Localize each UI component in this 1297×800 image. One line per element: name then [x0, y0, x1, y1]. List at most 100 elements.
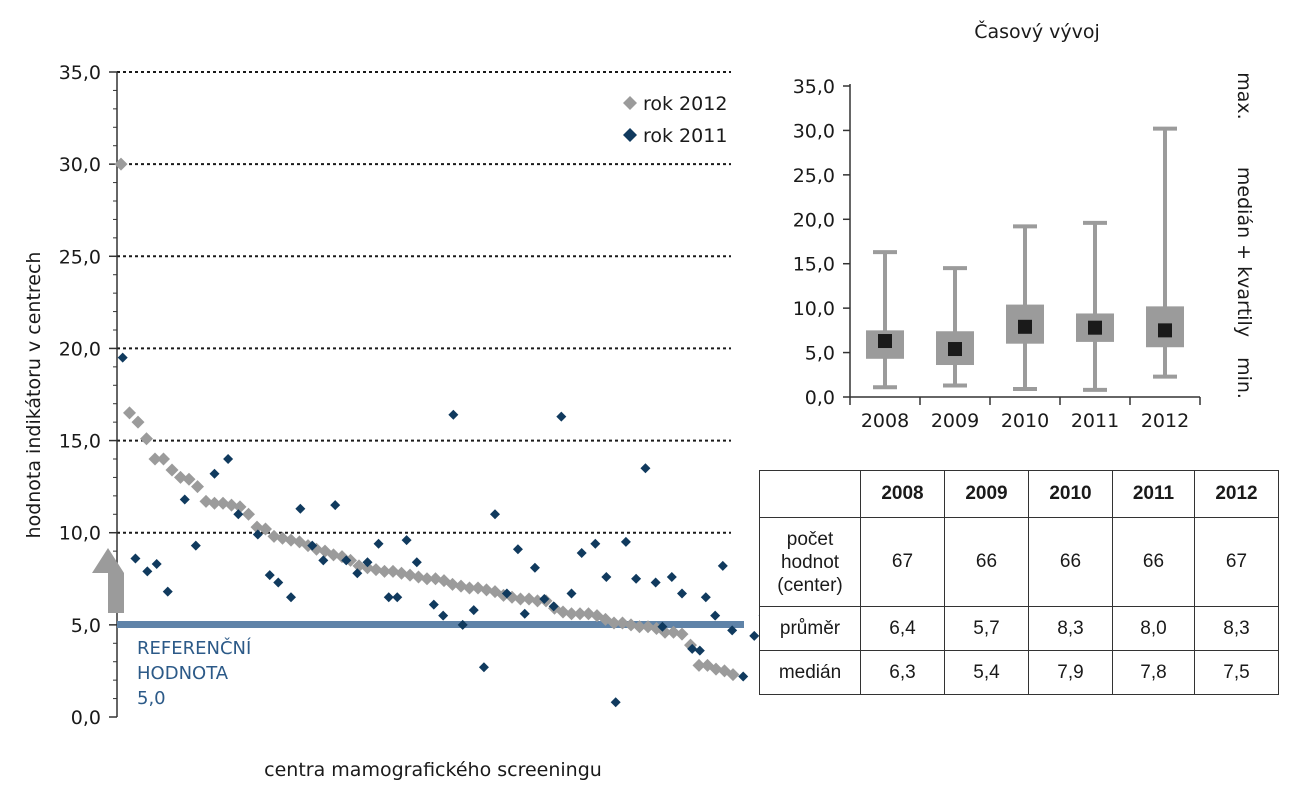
cell-mean-2010: 8,3 [1028, 606, 1113, 651]
row-label-count: počet hodnot (center) [759, 517, 861, 607]
point-2011 [307, 540, 318, 551]
point-2012 [692, 658, 706, 672]
table-header-2008: 2008 [860, 470, 945, 518]
cell-median-2012: 7,5 [1193, 650, 1280, 695]
point-2011 [383, 592, 394, 603]
point-2012 [403, 568, 417, 582]
boxplot-title: Časový vývoj [974, 19, 1100, 43]
point-2011 [687, 643, 698, 654]
boxplot-x-tick-label: 2010 [1001, 410, 1049, 432]
point-2011 [362, 557, 373, 568]
point-2012 [514, 592, 527, 606]
table-header-2010: 2010 [1028, 470, 1113, 518]
point-2011 [448, 409, 459, 420]
point-2012 [216, 496, 230, 510]
point-2011 [392, 592, 403, 603]
point-2012 [471, 581, 485, 595]
point-2011 [666, 571, 677, 582]
point-2011 [117, 352, 128, 363]
right-label-max: max. [1233, 72, 1255, 119]
legend-marker-2012 [623, 96, 637, 110]
point-2011 [657, 621, 668, 632]
point-2011 [428, 599, 439, 610]
boxplot-y-tick-label: 15,0 [793, 254, 835, 276]
point-2012 [395, 566, 408, 580]
boxplot-x-tick-label: 2009 [931, 410, 979, 432]
median-marker [878, 334, 892, 349]
point-2012 [607, 616, 621, 630]
point-2011 [610, 697, 621, 708]
point-2011 [151, 559, 162, 570]
point-2012 [123, 406, 136, 420]
point-2012 [446, 577, 459, 591]
box-2011 [1076, 220, 1114, 392]
point-2012 [267, 529, 281, 543]
point-2011 [264, 570, 275, 581]
boxplot-x-tick-label: 2011 [1071, 410, 1119, 432]
boxplot-boxes [866, 126, 1184, 392]
reference-label-line-2: HODNOTA [137, 663, 229, 684]
y-tick-label: 35,0 [59, 62, 101, 84]
legend-label-2012: rok 2012 [643, 93, 727, 115]
point-2011 [478, 662, 489, 673]
point-2011 [373, 538, 384, 549]
point-2012 [675, 627, 689, 641]
point-2011 [190, 540, 201, 551]
point-2011 [694, 645, 705, 656]
point-2011 [162, 586, 173, 597]
point-2011 [401, 535, 412, 546]
reference-arrow [92, 548, 124, 613]
point-2011 [710, 610, 721, 621]
point-2012 [165, 463, 179, 477]
cell-median-2011: 7,8 [1112, 650, 1195, 695]
point-2011 [576, 547, 587, 558]
point-2012 [114, 157, 128, 171]
point-2011 [590, 538, 601, 549]
y-tick-label: 20,0 [59, 338, 101, 360]
point-2012 [565, 607, 578, 621]
point-2011 [330, 500, 341, 511]
point-2011 [677, 588, 687, 599]
boxplot-y-tick-label: 25,0 [793, 165, 835, 187]
point-2011 [142, 566, 153, 577]
point-2011 [548, 601, 559, 612]
y-tick-label: 30,0 [59, 154, 101, 176]
point-2012 [709, 662, 723, 676]
point-2011 [556, 411, 567, 422]
point-2011 [631, 573, 642, 584]
point-2012 [182, 472, 196, 486]
median-marker [948, 342, 962, 357]
point-2012 [233, 500, 247, 514]
reference-label-line-1: REFERENČNÍ [137, 637, 251, 659]
point-2012 [633, 620, 646, 634]
point-2012 [250, 520, 264, 534]
box-2008 [866, 250, 904, 390]
point-2011 [601, 571, 612, 582]
point-2012 [140, 432, 153, 446]
point-2011 [620, 536, 631, 547]
point-2012 [191, 480, 204, 494]
legend-label-2011: rok 2011 [643, 125, 727, 147]
point-2012 [573, 607, 587, 621]
point-2011 [179, 494, 190, 505]
point-2012 [148, 452, 162, 466]
boxplot-y-tick-label: 20,0 [793, 209, 835, 231]
point-2011 [640, 463, 651, 474]
point-2011 [700, 592, 711, 603]
boxplot-y-tick-label: 35,0 [793, 76, 835, 98]
point-2012 [378, 564, 391, 578]
point-2012 [386, 564, 400, 578]
cell-count-2012: 67 [1193, 517, 1280, 607]
time-trend-boxplot: Časový vývoj 0,0 5,0 10,0 15,0 20,0 25,0 30,0 3… [793, 19, 1255, 432]
point-2012 [276, 531, 289, 545]
series-2012-points [114, 157, 740, 682]
box-2010 [1006, 224, 1044, 392]
point-2011 [749, 630, 760, 641]
boxplot-y-tick-label: 10,0 [793, 298, 835, 320]
point-2011 [352, 568, 363, 579]
point-2012 [429, 572, 442, 586]
point-2011 [717, 560, 728, 571]
point-2011 [209, 468, 220, 479]
point-2012 [582, 607, 595, 621]
cell-mean-2012: 8,3 [1193, 606, 1280, 651]
